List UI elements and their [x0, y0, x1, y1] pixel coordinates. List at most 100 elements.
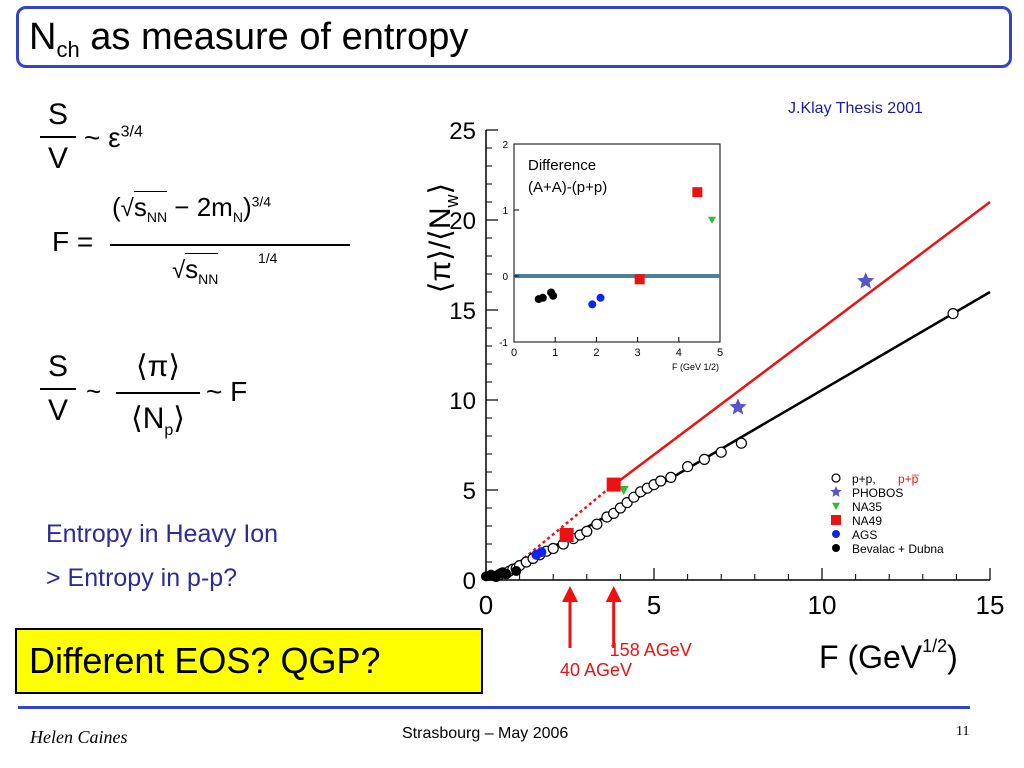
legend-marker [831, 473, 841, 483]
data-point-p-p [547, 542, 559, 555]
entropy-statement: Entropy in Heavy Ion > Entropy in p-p? [46, 512, 278, 600]
y-axis-title: ⟨π⟩/⟨Nw⟩ [424, 183, 462, 294]
y-title-main: ⟨π⟩/⟨N [424, 207, 457, 293]
legend-marker [832, 544, 840, 552]
inset-point-na49 [634, 274, 645, 285]
data-point-p-p [665, 471, 677, 483]
eq3-frac-num: π [147, 350, 169, 383]
x-title-exp: 1/2 [922, 636, 947, 656]
fit-line [606, 201, 991, 491]
y-tick-label: 0 [463, 568, 476, 595]
data-point-p-p [682, 461, 694, 473]
title-rest: as measure of entropy [79, 16, 469, 58]
eq2-num-s: s [133, 192, 147, 222]
inset-title-line-1: Difference [528, 157, 596, 174]
eq3-rhs: ~ F [206, 376, 248, 407]
inset-x-tick-label: 4 [676, 347, 682, 359]
x-tick-label: 10 [808, 590, 837, 620]
y-tick-label: 25 [449, 118, 476, 145]
eq2-num-exp: 3/4 [251, 193, 272, 210]
equation-pion-ratio: S V ~ ⟨π⟩ ⟨Np⟩ ~ F [40, 350, 320, 470]
inset-point-na49 [692, 187, 703, 198]
eq2-m-sub: N [232, 209, 243, 226]
eq3-frac-den-sub: p [164, 422, 174, 439]
eq2-den-sub: NN [198, 271, 219, 288]
svg-text:⟨π⟩/⟨Nw⟩: ⟨π⟩/⟨Nw⟩ [424, 183, 462, 294]
eq1-numerator: S [47, 98, 68, 131]
x-axis-title: F (GeV1/2) [819, 636, 958, 675]
legend-label: Bevalac + Dubna [852, 542, 944, 556]
energy-label: 158 AGeV [610, 640, 692, 660]
entropy-line-2: > Entropy in p-p? [46, 564, 238, 592]
slide-title: Nch as measure of entropy [29, 15, 468, 64]
footer-author: Helen Caines [30, 727, 128, 747]
question-callout: Different EOS? QGP? [15, 628, 483, 694]
legend-label: PHOBOS [852, 486, 903, 500]
data-point-p-p [591, 518, 603, 530]
eq1-exponent: 3/4 [120, 123, 143, 141]
equation-fermi-variable: F = (√sNN − 2mN)3/4 √sNN 1/4 [48, 191, 368, 312]
data-point-p-p [581, 525, 593, 537]
data-point-p-p [698, 453, 710, 465]
y-tick-label: 15 [449, 298, 476, 325]
inset-x-tick-label: 0 [511, 347, 517, 359]
data-point-na49 [559, 528, 574, 542]
energy-arrow-head [605, 586, 622, 602]
y-title-end: ⟩ [424, 183, 457, 195]
energy-label: 40 AGeV [560, 660, 632, 680]
x-tick-label: 5 [647, 590, 661, 620]
inset-title-line-2: (A+A)-(p+p) [528, 179, 607, 196]
legend-label: AGS [852, 528, 877, 542]
eq3-tilde: ~ [86, 376, 102, 406]
title-subscript: ch [56, 37, 80, 62]
inset-x-tick-label: 1 [552, 347, 558, 359]
eq2-close-paren: ) [242, 192, 252, 222]
inset-point-bevalac-dubna [538, 293, 547, 302]
y-tick-label: 10 [449, 388, 476, 415]
energy-arrow-head [562, 586, 578, 602]
eq3-frac-den: N [142, 402, 165, 435]
legend-marker [832, 502, 840, 510]
y-tick-label: 5 [463, 478, 476, 505]
legend-marker [830, 486, 842, 497]
eq2-open-paren: ( [112, 192, 121, 222]
data-point-p-p [735, 437, 747, 449]
legend-label: NA35 [852, 500, 882, 514]
data-point-bevalac-dubna [511, 566, 522, 576]
eq1-denominator: V [47, 142, 68, 175]
inset-point-bevalac-dubna [549, 291, 558, 300]
inset-point-na35 [708, 216, 716, 224]
data-point-p-p [655, 475, 667, 487]
legend-label-extra: p+p̅ [898, 472, 919, 486]
data-point-bevalac-dubna [501, 568, 512, 579]
inset-y-tick-label: 1 [502, 206, 508, 217]
eq3-denominator: V [47, 394, 68, 427]
y-title-sub: w [442, 193, 462, 208]
eq2-num-sub: NN [146, 209, 168, 226]
inset-y-tick-label: 0 [502, 272, 508, 283]
data-point-na49 [606, 477, 621, 492]
footer-page-number: 11 [956, 724, 970, 739]
x-title-main: F (GeV [819, 639, 923, 675]
data-point-na35 [618, 486, 629, 495]
y-tick-label: 20 [449, 208, 476, 235]
inset-y-tick-label: 2 [502, 140, 508, 151]
data-point-phobos [729, 398, 747, 415]
inset-y-tick-label: -1 [499, 338, 508, 349]
legend-marker [832, 530, 840, 538]
eq2-den-exp: 1/4 [258, 250, 278, 266]
x-tick-label: 15 [976, 590, 1005, 620]
eq2-lhs: F = [52, 226, 94, 257]
eq2-den-s: s [185, 254, 199, 284]
legend-marker [831, 515, 841, 525]
credit-label: J.Klay Thesis 2001 [788, 100, 923, 117]
legend-label: p+p, [852, 472, 876, 486]
data-point-p-p [715, 446, 727, 458]
inset-frame [513, 143, 721, 343]
x-tick-label: 0 [479, 590, 493, 620]
inset-x-tick-label: 5 [717, 347, 723, 359]
footer-venue: Strasbourg – May 2006 [402, 725, 569, 742]
inset-x-tick-label: 2 [593, 347, 599, 359]
